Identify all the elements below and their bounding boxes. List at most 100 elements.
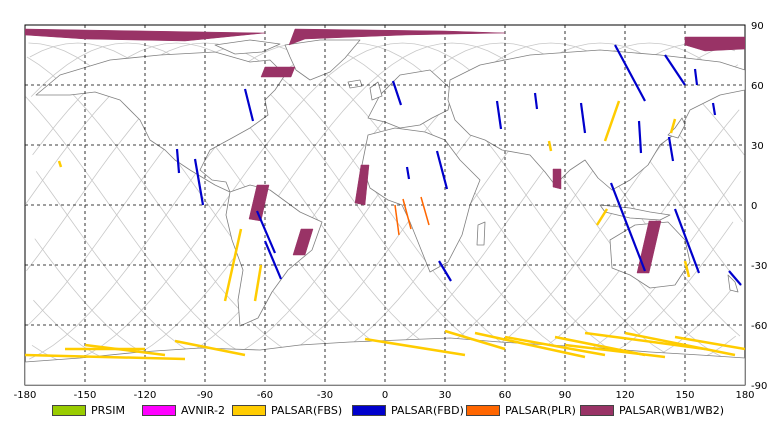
- palsar-fbd-swath: [391, 80, 403, 106]
- legend-swatch-palsar-fbs: [232, 404, 266, 416]
- land-new-zealand: [727, 274, 739, 293]
- palsar-fbs-swath: [674, 335, 745, 351]
- latitude-tick-labels: 90 60 30 0 -30 -60 -90: [751, 21, 767, 392]
- palsar-fbs-swath: [223, 228, 243, 302]
- orbit-track: [32, 42, 741, 368]
- palsar-fbd-swath: [637, 120, 643, 154]
- palsar-fbd-swath: [667, 136, 675, 162]
- orbit-track: [30, 42, 740, 368]
- palsar-fbd-swath: [495, 100, 503, 130]
- legend-item-palsar-fbd: PALSAR(FBD): [352, 403, 464, 417]
- legend-swatch-palsar-plr: [466, 404, 500, 416]
- palsar-fbs-swath: [364, 337, 466, 357]
- palsar-fbd-swath: [711, 102, 717, 116]
- lat-tick-label: 60: [751, 81, 764, 92]
- palsar-plr-swath: [402, 198, 412, 230]
- palsar-wb-swath: [260, 66, 296, 78]
- palsar-fbs-swath: [25, 353, 186, 361]
- lat-tick-label: 0: [751, 201, 757, 212]
- palsar-fbd-swath: [693, 68, 699, 86]
- lon-tick-label: 150: [675, 390, 694, 400]
- legend-swatch-avnir2: [142, 404, 176, 416]
- lon-tick-label: 180: [735, 390, 754, 400]
- lon-tick-label: 90: [559, 390, 572, 400]
- palsar-fbd-swath: [533, 92, 539, 110]
- palsar-fbd-swath: [405, 166, 411, 180]
- legend-item-palsar-plr: PALSAR(PLR): [466, 403, 576, 417]
- legend-label-palsar-fbs: PALSAR(FBS): [271, 403, 343, 417]
- lon-tick-label: -120: [134, 390, 157, 400]
- palsar-wb-swath: [25, 28, 266, 42]
- legend-swatch-palsar-wb: [580, 404, 614, 416]
- palsar-fbd-swath: [728, 270, 742, 286]
- palsar-fbd-swath: [673, 208, 701, 274]
- land-indonesia: [599, 204, 671, 221]
- lon-tick-label: -60: [257, 390, 273, 400]
- palsar-fbs-swath: [624, 331, 736, 357]
- palsar-fbd-swath: [609, 182, 647, 272]
- lat-tick-label: -90: [751, 381, 767, 392]
- palsar-fbd-swaths: [175, 44, 742, 286]
- legend-label-prism: PRSIM: [91, 403, 125, 417]
- palsar-wb-swaths: [25, 28, 745, 274]
- palsar-fbd-swath: [263, 240, 283, 280]
- palsar-wb-swath: [636, 220, 662, 274]
- palsar-fbs-swath: [474, 331, 586, 359]
- palsar-fbs-swath: [584, 331, 706, 351]
- legend-swatch-palsar-fbd: [352, 404, 386, 416]
- land-africa: [361, 127, 481, 273]
- lon-tick-label: -150: [74, 390, 97, 400]
- legend-label-palsar-wb: PALSAR(WB1/WB2): [619, 403, 725, 417]
- legend-item-avnir2: AVNIR-2: [142, 403, 225, 417]
- longitude-tick-labels: -180 -150 -120 -90 -60 -30 0 30 60 90 120 150 180: [14, 390, 755, 400]
- legend: PRSIM AVNIR-2 PALSAR(FBS) PALSAR(FBD) PA…: [0, 400, 770, 422]
- legend-label-palsar-fbd: PALSAR(FBD): [391, 403, 464, 417]
- lon-tick-label: -180: [14, 390, 37, 400]
- palsar-wb-swath: [552, 168, 562, 190]
- palsar-fbd-swath: [175, 148, 181, 174]
- palsar-fbs-swath: [603, 100, 621, 142]
- lon-tick-label: 60: [499, 390, 512, 400]
- palsar-fbd-swath: [664, 54, 686, 86]
- palsar-fbs-swath: [504, 335, 606, 357]
- palsar-fbs-swath: [595, 208, 609, 226]
- observation-map: -180 -150 -120 -90 -60 -30 0 30 60 90 120 150 180 90…: [14, 21, 768, 400]
- palsar-fbs-swath: [683, 260, 691, 278]
- lon-tick-label: 120: [615, 390, 634, 400]
- palsar-fbs-swath: [669, 118, 677, 134]
- legend-item-palsar-wb: PALSAR(WB1/WB2): [580, 403, 724, 417]
- palsar-fbs-swath: [253, 264, 263, 302]
- palsar-fbd-swath: [193, 158, 205, 206]
- palsar-wb-swath: [288, 28, 506, 46]
- palsar-fbs-swath: [444, 329, 506, 351]
- legend-item-prism: PRSIM: [52, 403, 125, 417]
- land-madagascar: [476, 221, 486, 246]
- palsar-wb-swath: [354, 164, 370, 206]
- lat-tick-label: -60: [751, 321, 767, 332]
- palsar-wb-swath: [292, 228, 314, 256]
- palsar-fbs-swaths: [25, 100, 745, 361]
- palsar-fbs-swath: [57, 160, 63, 168]
- palsar-fbs-swath: [174, 339, 246, 357]
- palsar-plr-swath: [420, 196, 430, 226]
- palsar-fbd-swath: [243, 88, 255, 122]
- lat-tick-label: -30: [751, 261, 767, 272]
- lon-tick-label: 30: [439, 390, 452, 400]
- lon-tick-label: -30: [317, 390, 333, 400]
- lat-tick-label: 90: [751, 21, 764, 32]
- lat-lon-grid: [25, 25, 745, 385]
- palsar-plr-swath: [394, 204, 400, 236]
- palsar-fbd-swath: [579, 102, 587, 134]
- lon-tick-label: -90: [197, 390, 213, 400]
- land-british-isles: [369, 81, 383, 101]
- palsar-plr-swaths: [394, 196, 430, 236]
- lat-tick-label: 30: [751, 141, 764, 152]
- legend-label-avnir2: AVNIR-2: [181, 403, 225, 417]
- palsar-fbs-swath: [564, 343, 666, 359]
- land-greenland: [284, 39, 361, 81]
- palsar-wb-swath: [684, 36, 745, 52]
- palsar-fbd-swath: [614, 44, 646, 102]
- legend-label-palsar-plr: PALSAR(PLR): [505, 403, 576, 417]
- legend-item-palsar-fbs: PALSAR(FBS): [232, 403, 342, 417]
- land-iceland: [347, 79, 363, 89]
